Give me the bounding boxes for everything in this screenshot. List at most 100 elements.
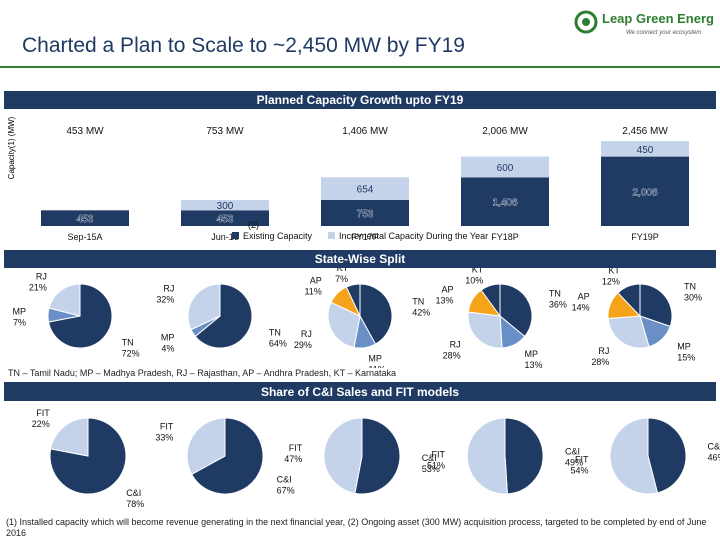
pie-slice-rj (467, 311, 503, 349)
pie-label: C&I 53% (422, 453, 440, 474)
pie-label-name: FIT (575, 455, 589, 465)
title-rule (0, 66, 720, 68)
pie-label-name: FIT (160, 422, 174, 432)
pie-label: C&I 67% (277, 475, 295, 496)
pie-slice-tn (194, 283, 253, 349)
pie-label-value: 29% (294, 340, 312, 350)
bar-existing (321, 199, 409, 226)
y-axis-label: Capacity(1) (MW) (7, 116, 16, 179)
pie-label-name: RJ (301, 329, 312, 339)
pie-label-name: RJ (450, 340, 461, 350)
pie-label: KT 7% (335, 268, 349, 284)
x-tick-label: FY17P (351, 232, 379, 242)
pie-label-name: TN (684, 281, 696, 291)
page-title: Charted a Plan to Scale to ~2,450 MW by … (22, 34, 465, 57)
pie-label-value: 7% (335, 274, 348, 284)
pie-label-value: 42% (412, 308, 430, 318)
pie-label-name: TN (122, 337, 134, 347)
pie-slice-fit (609, 417, 659, 495)
legend-swatch-existing (232, 232, 239, 239)
pie-label: C&I46% (708, 442, 720, 463)
bar-existing (461, 177, 549, 226)
pie-label-name: KT (608, 268, 620, 275)
pie-label-name: KT (337, 268, 349, 273)
pie-label: TN 64% (269, 328, 287, 349)
pie-label: TN 42% (412, 297, 430, 318)
pie-label-name: RJ (598, 346, 609, 356)
pie-slice-ci (647, 417, 687, 494)
abbreviations-note: TN – Tamil Nadu; MP – Madhya Pradesh, RJ… (8, 368, 397, 378)
pie-label: MP 4% (161, 333, 175, 354)
pie-label-value: 15% (677, 352, 695, 362)
pie-slice-rj (327, 301, 361, 349)
pie-label: FIT 22% (32, 408, 51, 429)
bar-total-label: 2,006 MW (482, 126, 528, 137)
pie-label-value: 4% (161, 344, 174, 354)
bar-existing-label: 453 (217, 214, 234, 225)
state-pies: TN72%MP7%RJ21%TN64%MP4%RJ32%TN42%MP11%RJ… (13, 268, 703, 368)
pie-label-name: AP (441, 285, 453, 295)
bar-incremental (181, 199, 269, 211)
pie-label: RJ 21% (29, 272, 47, 293)
company-logo: Leap Green Energy We connect your ecosys… (574, 10, 714, 36)
pie-label-name: TN (549, 288, 561, 298)
pie-label: FIT 54% (570, 455, 589, 476)
pie-slice-rj (187, 283, 221, 331)
bar-incremental-label: 600 (497, 163, 514, 174)
pie-label-value: 12% (602, 276, 620, 286)
pie-slice-kt (617, 283, 641, 318)
bar-existing (41, 210, 129, 226)
bar-incremental-label: 300 (217, 201, 234, 212)
x-tick-label: Jun-16 (211, 232, 239, 242)
pie-label-name: KT (472, 268, 484, 274)
pie-label-value: 22% (32, 419, 50, 429)
pie-label: TN 30% (684, 281, 702, 302)
pie-slice-rj (607, 315, 650, 349)
bar-existing-label: 2,006 (632, 187, 657, 198)
pie-label-value: 54% (570, 466, 588, 476)
pie-label: MP 7% (13, 307, 27, 328)
annotation: (2) (248, 220, 259, 230)
pie-slice-fit (466, 417, 508, 495)
bar-existing-label: 453 (77, 214, 94, 225)
pie-label-value: 47% (284, 454, 302, 464)
pie-label-value: 7% (13, 318, 26, 328)
bar-existing (181, 210, 269, 226)
pie-slice-kt (480, 283, 501, 318)
share-banner: Share of C&I Sales and FIT models (4, 383, 716, 401)
pie-slice-tn (499, 283, 533, 338)
x-tick-label: FY18P (491, 232, 519, 242)
pie-label: FIT 33% (155, 422, 174, 443)
pie-label: MP 13% (525, 349, 543, 368)
bar-incremental (321, 177, 409, 200)
pie-label-name: AP (578, 292, 590, 302)
pie-label-value: 46% (708, 453, 720, 463)
bar-existing (601, 156, 689, 226)
pie-label: RJ 28% (591, 346, 609, 367)
pie-label-name: FIT (36, 408, 50, 418)
pie-label-value: 72% (122, 348, 140, 358)
legend-swatch-incremental (328, 232, 335, 239)
pie-label: MP 15% (677, 341, 695, 362)
pie-label-name: MP (161, 333, 175, 343)
capacity-banner: Planned Capacity Growth upto FY19 (4, 91, 716, 109)
pie-label-name: AP (310, 276, 322, 286)
pie-slice-fit (50, 417, 89, 457)
bar-existing-label: 753 (357, 209, 374, 220)
pie-label-value: 32% (156, 294, 174, 304)
pie-slice-tn (359, 283, 393, 345)
bar-total-label: 1,406 MW (342, 126, 388, 137)
capacity-chart: Capacity(1) (MW) 453 453 MW Sep-15A 453 300 75… (7, 116, 689, 242)
pie-slice-tn (639, 283, 673, 328)
pie-label: RJ 28% (443, 340, 461, 361)
logo-name: Leap Green Energy (602, 11, 714, 26)
pie-label: FIT 47% (284, 443, 303, 464)
pie-label-name: MP (525, 349, 539, 359)
pie-label: AP 13% (435, 285, 453, 306)
pie-slice-fit (323, 417, 363, 494)
share-pies: C&I 78%FIT 22%C&I 67%FIT 33%C&I 53%FIT 47%C&I 4… (32, 408, 720, 509)
pie-label: RJ 32% (156, 283, 174, 304)
pie-label-name: TN (412, 297, 424, 307)
pie-label-value: 64% (269, 339, 287, 349)
pie-label-value: 67% (277, 486, 295, 496)
